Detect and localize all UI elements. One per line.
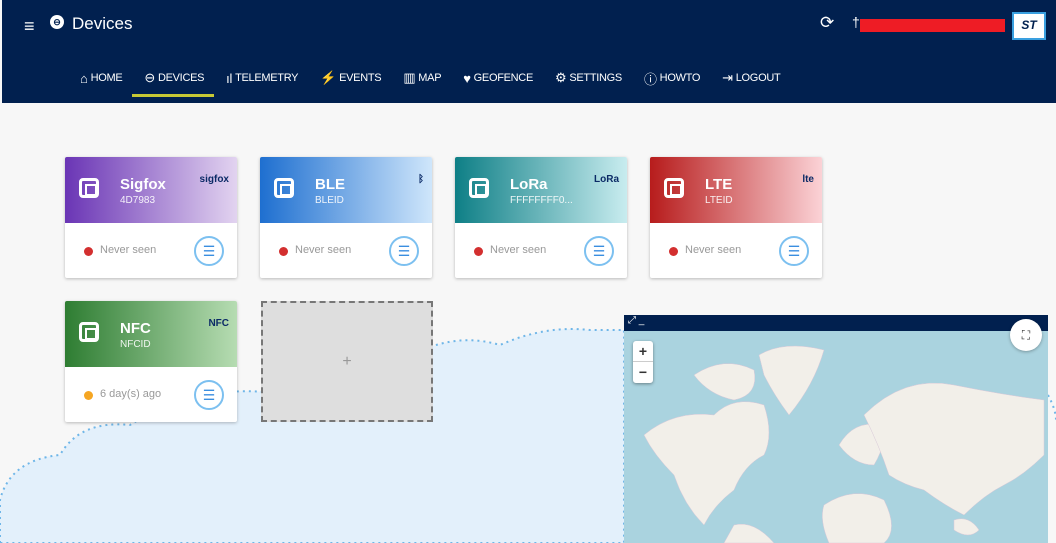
nav-label: GEOFENCE — [473, 72, 534, 84]
fullscreen-button[interactable]: ⛶ — [1010, 319, 1042, 351]
device-card-sigfox[interactable]: Sigfox 4D7983 sigfox Never seen ☰ — [65, 157, 237, 278]
logo-text: ST — [1021, 18, 1037, 32]
info-icon: ⓘ — [643, 71, 657, 87]
map-toolbar: ⤢ _ — [624, 315, 1048, 331]
device-name: NFC — [120, 320, 151, 337]
chip-icon — [79, 322, 99, 342]
status-dot — [279, 247, 288, 256]
nav-map[interactable]: ▥ MAP — [403, 69, 441, 87]
nav-home[interactable]: ⌂ HOME — [80, 69, 123, 87]
gear-icon: ⚙ — [555, 70, 567, 85]
device-id: NFCID — [120, 339, 151, 350]
card-header: Sigfox 4D7983 sigfox — [65, 157, 237, 223]
nav-settings[interactable]: ⚙ SETTINGS — [555, 69, 622, 87]
nav-label: HOME — [90, 72, 123, 84]
device-card-ble[interactable]: BLE BLEID ᛒ Never seen ☰ — [260, 157, 432, 278]
device-name: LTE — [705, 176, 733, 193]
sliders-icon: ☰ — [787, 243, 801, 259]
st-logo: ST — [1012, 12, 1046, 40]
pin-icon: ♥ — [463, 70, 471, 86]
sliders-icon: ☰ — [397, 243, 411, 259]
device-id: FFFFFFFF0... — [510, 195, 573, 206]
lora-logo-icon: LoRa — [594, 174, 619, 185]
card-header: NFC NFCID NFC — [65, 301, 237, 367]
chip-icon — [274, 178, 294, 198]
ble-logo-icon: ᛒ — [418, 174, 424, 185]
nav-label: LOGOUT — [735, 72, 781, 84]
redacted-username — [860, 19, 1005, 32]
device-id: LTEID — [705, 195, 733, 206]
home-icon: ⌂ — [80, 70, 88, 86]
world-map[interactable] — [624, 315, 1048, 543]
fullscreen-icon: ⛶ — [1021, 328, 1031, 342]
main-nav: ⌂ HOME ⊖ DEVICES ıl TELEMETRY ⚡ EVENTS ▥ MAP ♥ GEOF… — [80, 69, 802, 97]
nav-howto[interactable]: ⓘ HOWTO — [644, 69, 700, 87]
device-settings-button[interactable]: ☰ — [779, 236, 809, 266]
device-id: BLEID — [315, 195, 344, 206]
device-settings-button[interactable]: ☰ — [389, 236, 419, 266]
nav-label: TELEMETRY — [235, 72, 299, 84]
nav-logout[interactable]: ⇥ LOGOUT — [722, 69, 781, 87]
device-settings-button[interactable]: ☰ — [194, 236, 224, 266]
sigfox-logo-icon: sigfox — [199, 174, 229, 185]
device-settings-button[interactable]: ☰ — [194, 380, 224, 410]
nav-label: MAP — [418, 72, 442, 84]
nav-geofence[interactable]: ♥ GEOFENCE — [463, 69, 533, 87]
status-text: Never seen — [295, 244, 352, 256]
status-dot — [669, 247, 678, 256]
device-settings-button[interactable]: ☰ — [584, 236, 614, 266]
nav-telemetry[interactable]: ıl TELEMETRY — [226, 69, 298, 87]
card-header: LTE LTEID lte — [650, 157, 822, 223]
nfc-logo-icon: NFC — [208, 318, 229, 329]
map-widget[interactable]: ⤢ _ + − ⛶ — [624, 315, 1048, 543]
chip-icon — [79, 178, 99, 198]
status-text: Never seen — [100, 244, 157, 256]
status-dot — [474, 247, 483, 256]
zoom-in-button[interactable]: + — [633, 341, 653, 362]
device-card-lte[interactable]: LTE LTEID lte Never seen ☰ — [650, 157, 822, 278]
device-name: BLE — [315, 176, 345, 193]
device-card-lora[interactable]: LoRa FFFFFFFF0... LoRa Never seen ☰ — [455, 157, 627, 278]
device-name: LoRa — [510, 176, 548, 193]
add-device-button[interactable]: + — [261, 301, 433, 422]
nav-devices[interactable]: ⊖ DEVICES — [132, 69, 214, 97]
user-icon: † — [852, 14, 860, 30]
nav-label: HOWTO — [659, 72, 701, 84]
chip-icon — [664, 178, 684, 198]
status-dot — [84, 391, 93, 400]
app-header: ≡ ⊖ Devices ⟳ † ST ⌂ HOME ⊖ DEVICES ıl TELEME… — [2, 0, 1056, 103]
bolt-icon: ⚡ — [320, 70, 337, 85]
expand-icon[interactable]: ⤢ _ — [628, 315, 645, 326]
zoom-out-button[interactable]: − — [638, 364, 648, 380]
logout-icon: ⇥ — [722, 70, 733, 85]
zoom-control: + − — [633, 341, 653, 383]
lte-logo-icon: lte — [802, 174, 814, 185]
nav-label: DEVICES — [157, 72, 205, 84]
nav-events[interactable]: ⚡ EVENTS — [320, 69, 381, 87]
nav-label: SETTINGS — [569, 72, 622, 84]
status-dot — [84, 247, 93, 256]
devices-icon: ⊖ — [144, 70, 155, 85]
sliders-icon: ☰ — [202, 387, 216, 403]
device-name: Sigfox — [120, 176, 166, 193]
device-card-nfc[interactable]: NFC NFCID NFC 6 day(s) ago ☰ — [65, 301, 237, 422]
page-title: Devices — [72, 14, 133, 33]
status-text: 6 day(s) ago — [100, 388, 162, 400]
devices-icon: ⊖ — [50, 15, 64, 29]
sliders-icon: ☰ — [592, 243, 606, 259]
card-header: BLE BLEID ᛒ — [260, 157, 432, 223]
chip-icon — [469, 178, 489, 198]
map-icon: ▥ — [403, 70, 416, 85]
bar-chart-icon: ıl — [226, 70, 233, 86]
sliders-icon: ☰ — [202, 243, 216, 259]
status-text: Never seen — [685, 244, 742, 256]
card-header: LoRa FFFFFFFF0... LoRa — [455, 157, 627, 223]
menu-icon[interactable]: ≡ — [24, 16, 35, 36]
sync-icon[interactable]: ⟳ — [820, 13, 835, 32]
device-id: 4D7983 — [120, 195, 156, 206]
nav-label: EVENTS — [339, 72, 382, 84]
status-text: Never seen — [490, 244, 547, 256]
